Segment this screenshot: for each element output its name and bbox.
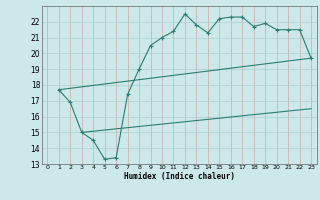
X-axis label: Humidex (Indice chaleur): Humidex (Indice chaleur) xyxy=(124,172,235,181)
